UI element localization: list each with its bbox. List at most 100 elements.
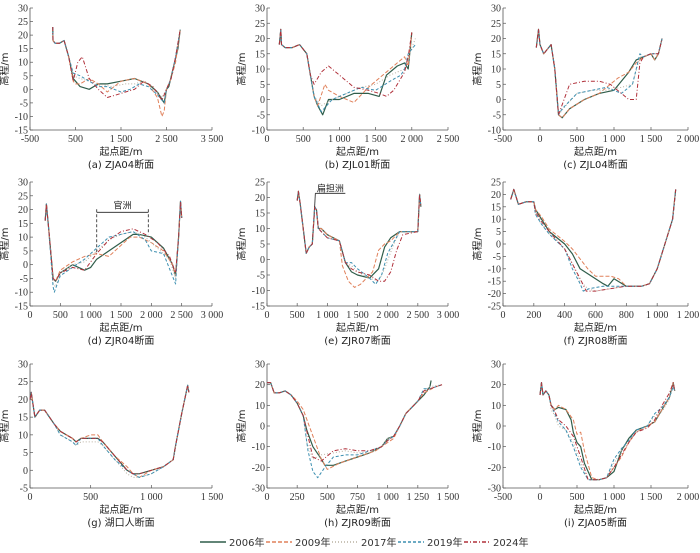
subplot-caption: (g) 湖口人断面 (87, 516, 154, 529)
y-tick-label: -30 (252, 484, 265, 495)
subplot-caption: (b) ZJL01断面 (325, 158, 390, 171)
x-tick-label: 2 500 (407, 310, 430, 321)
y-tick-label: 30 (18, 4, 28, 15)
y-axis-label: 高程/m (471, 409, 484, 442)
legend: 2006年 2009年 2017年 2019年 2024年 (200, 536, 528, 549)
series-line-2024年 (44, 200, 183, 282)
x-tick-label: 2 000 (677, 134, 700, 145)
subplot-5: -15 -10 -5 0 5 10 15 20 25 0 500 1 000 1 500 2 000 2 5… (235, 178, 459, 348)
series-line-2019年 (278, 28, 416, 113)
series-line-2017年 (44, 200, 183, 288)
y-tick-label: -15 (488, 277, 501, 288)
series-line-2017年 (29, 384, 190, 478)
y-tick-label: -10 (15, 112, 28, 123)
x-tick-label: 500 (570, 492, 585, 503)
x-tick-label: 1 000 (79, 310, 102, 321)
y-tick-label: -5 (493, 110, 501, 121)
x-tick-label: 2 500 (170, 310, 193, 321)
series-line-2006年 (44, 200, 183, 282)
legend-label: 2006年 (229, 536, 264, 549)
series-line-2017年 (278, 28, 416, 107)
y-tick-label: 0 (260, 422, 265, 433)
x-tick-label: 1 500 (110, 134, 133, 145)
x-tick-label: 1 000 (140, 492, 163, 503)
y-tick-label: 30 (491, 4, 501, 15)
series-line-2019年 (296, 190, 422, 285)
y-tick-label: 5 (23, 448, 28, 459)
y-tick-label: -10 (488, 126, 501, 137)
y-tick-label: 25 (255, 19, 265, 30)
y-tick-label: 20 (255, 380, 265, 391)
y-tick-label: 0 (260, 95, 265, 106)
y-tick-label: 10 (491, 401, 501, 412)
x-tick-label: 3 000 (201, 310, 224, 321)
y-axis-label: 高程/m (235, 52, 248, 85)
y-tick-label: -10 (252, 286, 265, 297)
x-tick-label: 2 500 (155, 134, 178, 145)
subplot-caption: (e) ZJR07断面 (324, 334, 391, 347)
x-axis-label: 起点距/m (574, 146, 617, 158)
x-tick-label: 0 (28, 310, 33, 321)
y-tick-label: -5 (20, 274, 28, 285)
y-tick-label: 5 (260, 240, 265, 251)
y-tick-label: -10 (252, 442, 265, 453)
y-tick-label: 20 (491, 34, 501, 45)
x-tick-label: 800 (619, 310, 634, 321)
x-tick-label: 1 000 (376, 492, 399, 503)
series-line-2024年 (29, 384, 190, 475)
annotation-label: 扁担洲 (317, 182, 344, 194)
x-tick-label: 2 000 (140, 310, 163, 321)
y-tick-label: 15 (255, 209, 265, 220)
legend-label: 2024年 (493, 536, 528, 549)
y-axis-label: 高程/m (0, 409, 11, 442)
x-tick-label: 2 000 (677, 492, 700, 503)
series-line-2017年 (539, 382, 676, 481)
y-tick-label: 20 (18, 205, 28, 216)
series-line-2006年 (52, 26, 181, 104)
subplot-2: -10 -5 0 5 10 15 20 25 30 0 500 1 000 1 500 2 000 2 50… (235, 4, 459, 172)
y-tick-label: 5 (260, 80, 265, 91)
y-tick-label: 25 (18, 377, 28, 388)
x-tick-label: 0 (265, 492, 270, 503)
y-tick-label: 25 (18, 17, 28, 28)
y-tick-label: 20 (255, 34, 265, 45)
y-tick-label: 10 (255, 65, 265, 76)
series-line-2024年 (52, 26, 181, 101)
x-axis-label: 起点距/m (336, 146, 379, 158)
x-tick-label: 500 (320, 492, 335, 503)
x-tick-label: -500 (21, 134, 39, 145)
x-tick-label: 200 (526, 310, 541, 321)
x-tick-label: 3 000 (437, 310, 460, 321)
y-tick-label: 5 (23, 246, 28, 257)
x-tick-label: 500 (83, 492, 98, 503)
y-tick-label: 20 (18, 31, 28, 42)
y-axis-label: 高程/m (471, 52, 484, 85)
series-line-2017年 (267, 382, 443, 460)
y-tick-label: -5 (20, 98, 28, 109)
y-tick-label: 5 (23, 71, 28, 82)
x-axis-label: 起点距/m (99, 146, 142, 158)
x-axis-label: 起点距/m (574, 504, 617, 516)
x-tick-label: 1 250 (407, 492, 430, 503)
x-tick-label: 1 500 (364, 134, 387, 145)
x-tick-label: -500 (494, 134, 512, 145)
x-tick-label: 500 (296, 134, 311, 145)
x-tick-label: 3 500 (201, 134, 224, 145)
x-tick-label: 250 (290, 492, 305, 503)
y-tick-label: 10 (18, 233, 28, 244)
x-axis-label: 起点距/m (574, 322, 617, 334)
series-line-2017年 (52, 26, 181, 98)
y-tick-label: 0 (496, 240, 501, 251)
x-tick-label: 1 200 (677, 310, 700, 321)
subplot-caption: (i) ZJA05断面 (564, 516, 627, 529)
y-tick-label: 30 (491, 360, 501, 371)
x-tick-label: 0 (265, 310, 270, 321)
x-tick-label: 1 500 (640, 134, 663, 145)
x-tick-label: 1 500 (201, 492, 224, 503)
y-tick-label: 15 (18, 413, 28, 424)
y-tick-label: -30 (488, 484, 501, 495)
series-line-2024年 (267, 382, 443, 462)
y-tick-label: -5 (493, 252, 501, 263)
y-tick-label: 30 (18, 178, 28, 189)
